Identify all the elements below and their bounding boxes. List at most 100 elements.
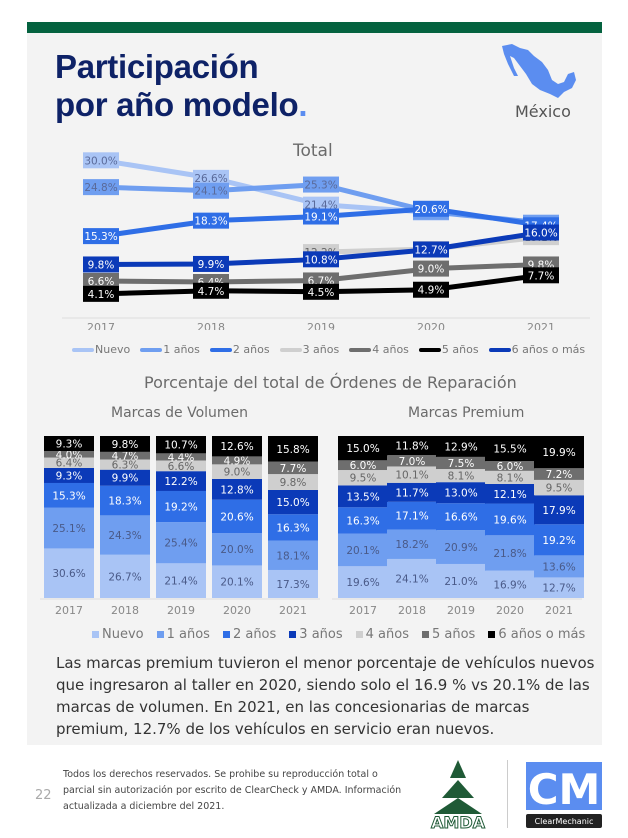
bar-segment (268, 461, 318, 475)
bar-value-label: 11.7% (395, 487, 428, 499)
legend-label: 4 años (365, 627, 409, 642)
bar-segment (387, 482, 437, 502)
bar-value-label: 16.6% (444, 512, 477, 524)
bar-value-label: 10.1% (395, 470, 428, 482)
data-label-box (83, 179, 119, 196)
bar-value-label: 25.4% (164, 538, 197, 550)
title-line-2: por año modelo (55, 86, 299, 123)
data-label: 9.9% (193, 255, 229, 272)
line-chart-legend: Nuevo 1 años 2 años 3 años 4 años 5 años 6 año… (72, 343, 595, 356)
bar-value-label: 15.8% (276, 444, 309, 456)
data-label-box (83, 272, 119, 289)
bar-value-label: 16.3% (346, 515, 379, 527)
bar-value-label: 18.2% (395, 539, 428, 551)
bar-value-label: 24.1% (395, 573, 428, 585)
bar-value-label: 17.1% (395, 511, 428, 523)
data-label-box (413, 281, 449, 298)
legend-swatch (421, 631, 429, 638)
data-label: 9.0% (413, 260, 449, 277)
bar-segment (436, 436, 486, 457)
bar-segment (338, 507, 388, 534)
bar-value-label: 19.9% (542, 447, 575, 459)
data-label-text: 4.1% (88, 289, 115, 301)
bar-segment (534, 436, 584, 469)
legend-swatch (92, 631, 99, 638)
legend-item: 6 años o más (488, 627, 585, 642)
data-label-text: 4.7% (198, 286, 225, 298)
bar-value-label: 20.9% (444, 542, 477, 554)
bar-segment (156, 436, 206, 454)
bar-value-label: 15.3% (52, 490, 85, 502)
bar-segment (338, 485, 388, 508)
bar-segment (268, 540, 318, 570)
bar-segment (44, 457, 94, 468)
bar-segment (268, 569, 318, 598)
bar-segment (338, 436, 388, 461)
bar-segment (534, 495, 584, 525)
data-label-text: 16.0% (524, 228, 557, 240)
legend-label: 1 años (163, 343, 200, 356)
legend-swatch (418, 347, 441, 352)
legend-label: 6 años o más (498, 627, 586, 642)
country-label: México (515, 102, 571, 121)
legend-label: 3 años (299, 627, 343, 642)
data-label-text: 24.1% (194, 186, 227, 198)
bar-segment (485, 470, 535, 484)
legend-item: 1 años (140, 343, 200, 356)
x-tick-label: 2017 (349, 604, 377, 617)
bar-value-label: 16.9% (493, 579, 526, 591)
bar-value-label: 19.2% (542, 535, 575, 547)
bar-segment (436, 456, 486, 470)
bar-segment (44, 467, 94, 483)
legend-label: 4 años (372, 343, 409, 356)
bar-segment (268, 474, 318, 490)
bar-value-label: 13.6% (542, 561, 575, 573)
bar-segment (387, 466, 437, 483)
x-tick-label: 2018 (111, 604, 139, 617)
clearmechanic-logo: CM ClearMechanic (526, 762, 602, 828)
bar-value-label: 20.6% (220, 511, 253, 523)
data-label-box (303, 208, 339, 225)
bar-segment (534, 479, 584, 496)
legend-swatch (279, 347, 302, 352)
data-label-box (83, 256, 119, 273)
bar-value-label: 20.0% (220, 544, 253, 556)
data-label-text: 15.3% (84, 231, 117, 243)
footer-divider (507, 760, 508, 828)
legend-item: 1 años (156, 627, 210, 642)
data-label: 7.7% (523, 267, 559, 284)
bar-segment (534, 524, 584, 556)
bar-segment (100, 469, 150, 486)
bar-value-label: 6.6% (168, 461, 195, 473)
series-line-Nuevo (100, 157, 432, 215)
data-label: 15.3% (83, 228, 119, 245)
bar-segment (485, 503, 535, 536)
data-label-box (193, 182, 229, 199)
bar-value-label: 4.7% (112, 451, 139, 463)
bar-value-label: 25.1% (52, 523, 85, 535)
page-title: Participación por año modelo. (55, 48, 307, 124)
bar-segment (338, 470, 388, 486)
bar-segment (212, 478, 262, 500)
bar-segment (268, 436, 318, 462)
data-label-box (83, 285, 119, 302)
volume-bar-chart: 30.6%25.1%15.3%9.3%6.4%4.0%9.3%201726.7%… (40, 436, 320, 617)
bar-value-label: 19.6% (346, 577, 379, 589)
data-label-box (193, 255, 229, 272)
bar-segment (436, 530, 486, 564)
content-panel (27, 33, 602, 745)
bar-segment (387, 529, 437, 559)
x-tick-label: 2020 (417, 321, 445, 330)
bar-value-label: 12.8% (220, 484, 253, 496)
bar-segment (156, 490, 206, 523)
bar-segment (268, 514, 318, 541)
bar-value-label: 20.1% (220, 577, 253, 589)
x-tick-label: 2020 (223, 604, 251, 617)
bar-segment (156, 522, 206, 564)
data-label-text: 20.6% (414, 204, 447, 216)
bar-segment (212, 436, 262, 457)
x-tick-label: 2021 (279, 604, 307, 617)
bar-value-label: 4.0% (56, 449, 83, 461)
legend-item: Nuevo (72, 343, 130, 356)
bar-segment (212, 533, 262, 566)
